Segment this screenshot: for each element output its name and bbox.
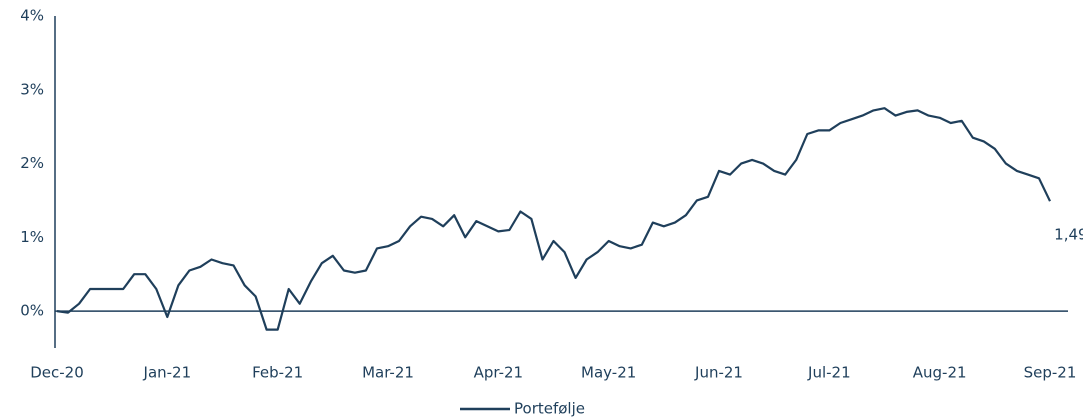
x-tick-label: Jun-21 — [694, 364, 743, 382]
x-tick-label: May-21 — [581, 364, 636, 382]
x-tick-label: Apr-21 — [474, 364, 524, 382]
x-tick-label: Aug-21 — [913, 364, 967, 382]
x-tick-label: Dec-20 — [30, 364, 84, 382]
data-label: 1,49% — [1054, 226, 1083, 244]
y-tick-label: 1% — [20, 228, 44, 246]
line — [56, 107, 1051, 331]
x-tick-label: Sep-21 — [1024, 364, 1077, 382]
y-tick-label: 2% — [20, 154, 44, 172]
y-tick-label: 4% — [20, 7, 44, 25]
x-tick-label: Jul-21 — [807, 364, 851, 382]
y-tick-label: 0% — [20, 302, 44, 320]
x-tick-label: Feb-21 — [252, 364, 303, 382]
x-tick-label: Mar-21 — [362, 364, 414, 382]
legend-label: Portefølje — [514, 400, 585, 418]
x-tick-label: Jan-21 — [143, 364, 192, 382]
y-tick-label: 3% — [20, 80, 44, 98]
